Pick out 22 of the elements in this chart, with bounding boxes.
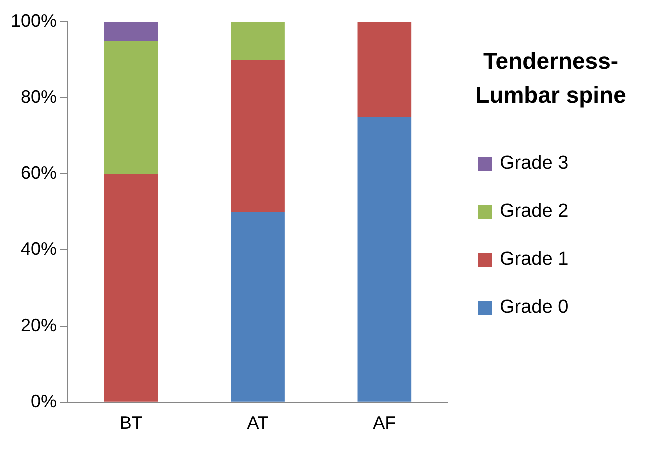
text: Tenderness-Lumbar spine	[474, 47, 628, 110]
legend-label: Grade 0	[500, 297, 569, 319]
y-tick-label: 0%	[31, 391, 58, 412]
bar	[231, 22, 285, 60]
y-tick-label: 20%	[21, 315, 58, 336]
bar	[104, 41, 158, 174]
x-tick-label: AF	[373, 413, 396, 434]
y-tick-label: 80%	[21, 87, 58, 108]
bar	[104, 174, 158, 402]
legend-label: Grade 2	[500, 201, 569, 223]
x-tick-label: AT	[247, 413, 269, 434]
bar	[358, 117, 412, 402]
bar	[231, 60, 285, 212]
bar	[358, 22, 412, 118]
legend-label: Grade 3	[500, 153, 569, 175]
legend-label: Grade 1	[500, 249, 569, 271]
bar	[104, 22, 158, 42]
bar	[231, 212, 285, 402]
y-tick-label: 40%	[21, 239, 58, 260]
y-tick-label: 60%	[21, 163, 58, 184]
y-tick-label: 100%	[10, 10, 58, 31]
x-tick-label: BT	[120, 413, 143, 434]
